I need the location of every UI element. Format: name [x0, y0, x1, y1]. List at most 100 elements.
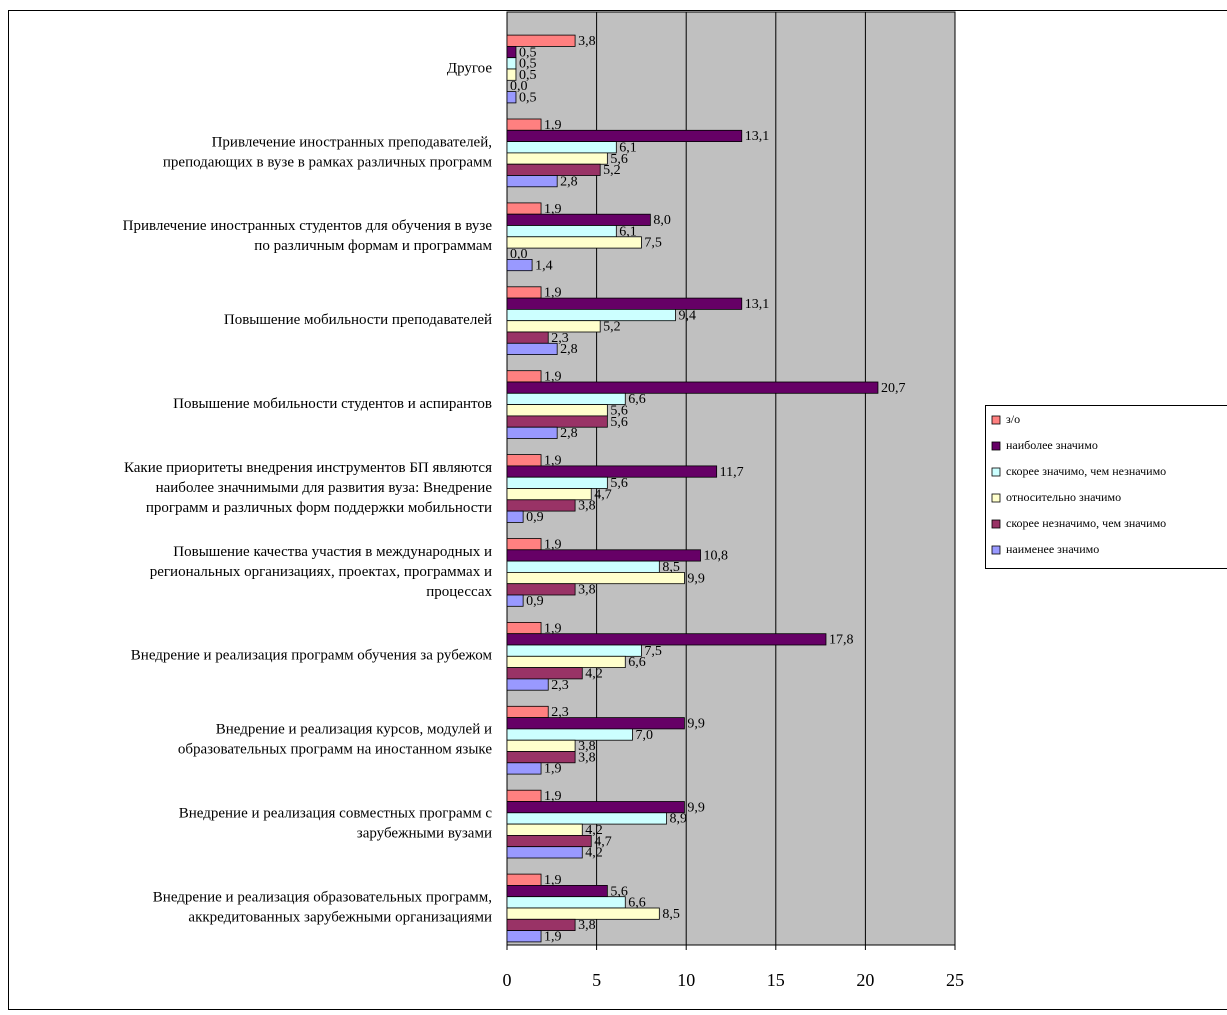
- value-label: 10,8: [704, 549, 729, 564]
- bar: [506, 91, 517, 104]
- bar: [506, 202, 542, 215]
- category-label: Повышение мобильности студентов и аспира…: [173, 396, 492, 412]
- category-label: программ и различных форм поддержки моби…: [146, 500, 492, 516]
- bar: [506, 465, 718, 478]
- bar: [506, 152, 608, 165]
- value-label: 4,7: [594, 834, 612, 849]
- value-label: 5,6: [610, 152, 628, 167]
- bar: [506, 728, 633, 741]
- bar: [506, 801, 685, 814]
- value-label: 4,2: [585, 846, 603, 861]
- bar: [506, 655, 626, 668]
- bar: [506, 560, 660, 573]
- value-label: 5,6: [610, 884, 628, 899]
- value-label: 2,8: [560, 342, 578, 357]
- value-label: 9,9: [687, 571, 705, 586]
- value-label: 13,1: [745, 129, 770, 144]
- legend-label: относительно значимо: [1006, 490, 1121, 504]
- legend-label: з/о: [1006, 412, 1020, 426]
- category-label: образовательных программ на иностанном я…: [178, 742, 492, 758]
- value-label: 2,3: [551, 678, 569, 693]
- value-label: 17,8: [829, 633, 854, 648]
- category-label: зарубежными вузами: [357, 826, 492, 842]
- bar: [506, 331, 549, 344]
- bar: [506, 594, 524, 607]
- bar: [506, 896, 626, 909]
- value-label: 6,1: [619, 140, 637, 155]
- category-label: наиболее значнимыми для развития вуза: В…: [156, 480, 493, 496]
- value-label: 1,9: [544, 621, 562, 636]
- value-label: 8,0: [653, 213, 671, 228]
- value-label: 0,0: [510, 247, 528, 262]
- value-label: 1,4: [535, 258, 553, 273]
- category-label: Внедрение и реализация программ обучения…: [131, 648, 493, 664]
- bar: [506, 46, 517, 59]
- value-label: 6,6: [628, 392, 646, 407]
- bar: [506, 789, 542, 802]
- bar: [506, 812, 667, 825]
- x-tick-label: 15: [767, 970, 785, 990]
- bar: [506, 751, 576, 764]
- x-tick-label: 20: [856, 970, 874, 990]
- category-label: по различным формам и программам: [254, 238, 492, 254]
- bar: [506, 644, 642, 657]
- legend-swatch: [991, 467, 1001, 477]
- x-tick-label: 25: [946, 970, 964, 990]
- legend-label: скорее значимо, чем незначимо: [1006, 464, 1166, 478]
- legend-label: наименее значимо: [1006, 542, 1099, 556]
- legend-label: скорее незначимо, чем значимо: [1006, 516, 1166, 530]
- value-label: 9,9: [687, 800, 705, 815]
- bar: [506, 538, 542, 551]
- bar: [506, 129, 743, 143]
- bar: [506, 175, 558, 188]
- value-label: 1,9: [544, 929, 562, 944]
- bar: [506, 68, 517, 81]
- category-label: аккредитованных зарубежными организациям…: [188, 909, 492, 925]
- bar: [506, 717, 685, 730]
- bar: [506, 381, 879, 394]
- bar: [506, 258, 533, 272]
- bar: [506, 236, 642, 249]
- bar: [506, 404, 608, 417]
- bar: [506, 846, 583, 859]
- value-label: 8,9: [669, 812, 687, 827]
- value-label: 5,6: [610, 415, 628, 430]
- bar: [506, 297, 743, 310]
- value-label: 4,2: [585, 666, 603, 681]
- bar: [506, 225, 617, 238]
- value-label: 11,7: [720, 465, 744, 480]
- value-label: 0,5: [519, 90, 537, 105]
- value-label: 1,9: [544, 453, 562, 468]
- category-label: Внедрение и реализация совместных програ…: [179, 806, 493, 822]
- value-label: 1,9: [544, 370, 562, 385]
- bar: [506, 907, 660, 920]
- value-label: 3,8: [578, 918, 596, 933]
- bar: [506, 885, 608, 898]
- value-label: 0,9: [526, 594, 544, 609]
- bar: [506, 476, 608, 489]
- value-label: 3,8: [578, 739, 596, 754]
- value-label: 3,8: [578, 750, 596, 765]
- category-label: Какие приоритеты внедрения инструментов …: [124, 460, 492, 476]
- bar: [506, 705, 549, 718]
- bar: [506, 286, 542, 299]
- bar: [506, 370, 542, 383]
- value-label: 1,9: [544, 789, 562, 804]
- value-label: 2,8: [560, 426, 578, 441]
- x-tick-label: 5: [592, 970, 601, 990]
- bar: [506, 426, 558, 439]
- x-tick-label: 10: [677, 970, 695, 990]
- bar: [506, 57, 517, 70]
- category-label: региональных организациях, проектах, про…: [150, 564, 492, 580]
- bar: [506, 823, 583, 836]
- value-label: 0,5: [519, 45, 537, 60]
- x-tick-label: 0: [503, 970, 512, 990]
- bar: [506, 762, 542, 775]
- value-label: 6,6: [628, 896, 646, 911]
- value-label: 5,2: [603, 163, 621, 178]
- bar: [506, 583, 576, 596]
- bar: [506, 415, 608, 428]
- category-label: Привлечение иностранных студентов для об…: [123, 218, 493, 234]
- value-label: 1,9: [544, 202, 562, 217]
